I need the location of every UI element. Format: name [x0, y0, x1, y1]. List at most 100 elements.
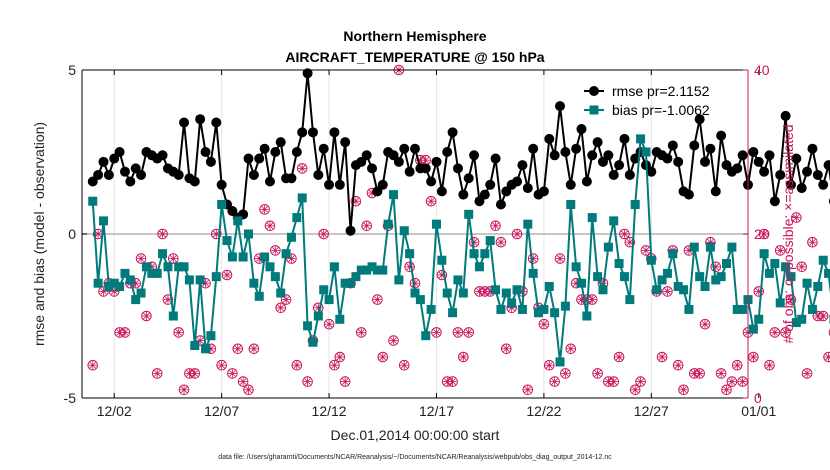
bias-point [152, 268, 162, 278]
obs-possible-marker [452, 327, 464, 338]
obs-assimilated-marker [153, 370, 161, 377]
bias-point [313, 311, 323, 321]
obs-assimilated-marker [540, 320, 548, 328]
bias-point [346, 278, 356, 288]
obs-possible-marker [737, 376, 748, 387]
obs-possible-marker [527, 253, 539, 264]
obs-assimilated-marker [229, 370, 236, 377]
obs-assimilated-marker [363, 222, 370, 230]
obs-assimilated-marker [674, 361, 682, 369]
rmse-point [759, 166, 770, 177]
bias-point [517, 304, 527, 314]
rmse-point [710, 186, 721, 197]
obs-assimilated-marker [637, 378, 644, 385]
bias-point [340, 278, 350, 288]
bias-point [614, 259, 624, 269]
obs-possible-marker [280, 294, 292, 305]
obs-assimilated-marker [443, 378, 451, 385]
obs-possible-marker [543, 359, 555, 371]
obs-point [361, 220, 372, 232]
obs-point [270, 245, 281, 256]
legend-rmse-label: rmse pr=2.1152 [612, 83, 710, 99]
obs-assimilated-marker [460, 353, 467, 361]
obs-point [592, 368, 603, 379]
rmse-point [485, 179, 496, 190]
bias-point [394, 275, 404, 285]
rmse-point [264, 176, 275, 187]
bias-point [179, 262, 189, 272]
obs-possible-marker [87, 359, 99, 371]
rmse-point [361, 150, 372, 161]
obs-possible-marker [554, 253, 566, 264]
obs-point [629, 384, 641, 396]
bias-point [491, 285, 501, 295]
obs-assimilated-marker [621, 230, 628, 238]
bias-point [190, 341, 200, 351]
obs-possible-marker [162, 294, 174, 305]
bias-point [770, 259, 780, 269]
bias-point [571, 262, 581, 272]
rmse-point [98, 156, 109, 167]
obs-point [522, 384, 534, 396]
obs-assimilated-marker [728, 378, 736, 385]
rmse-point [689, 140, 700, 151]
rmse-point [157, 150, 168, 161]
obs-possible-marker [748, 351, 759, 363]
obs-assimilated-marker [422, 156, 429, 164]
obs-assimilated-marker [771, 329, 779, 336]
obs-possible-marker [119, 327, 131, 338]
rmse-point [576, 124, 587, 135]
rmse-point [270, 147, 281, 157]
bias-point [802, 278, 812, 288]
rmse-point [796, 183, 807, 194]
obs-point [796, 261, 808, 273]
obs-point [737, 376, 748, 387]
bias-point [791, 318, 801, 328]
obs-point [227, 368, 238, 379]
obs-assimilated-marker [766, 361, 773, 369]
bias-point [722, 259, 732, 269]
obs-point [672, 359, 684, 371]
obs-assimilated-marker [379, 353, 387, 361]
obs-possible-marker [270, 245, 281, 256]
rmse-point [549, 150, 560, 161]
rmse-point [775, 169, 786, 180]
obs-possible-marker [232, 343, 244, 355]
data-file-footnote: data file: /Users/gharamti/Documents/NCA… [218, 454, 612, 461]
rmse-point [286, 173, 297, 184]
obs-point [710, 261, 722, 273]
bias-point [136, 288, 146, 298]
rmse-point [560, 147, 571, 157]
bias-point [281, 249, 291, 259]
obs-point [549, 376, 560, 387]
obs-point [828, 328, 830, 336]
obs-assimilated-marker [588, 296, 596, 303]
bias-point [641, 147, 651, 157]
bias-point [566, 199, 576, 209]
obs-assimilated-marker [809, 238, 816, 246]
obs-point [560, 368, 571, 379]
bias-point [560, 301, 570, 311]
obs-point [87, 359, 99, 371]
bias-point [818, 255, 828, 265]
rmse-point [297, 127, 308, 138]
bias-point [249, 278, 259, 288]
obs-possible-marker [522, 384, 534, 396]
obs-point [468, 236, 480, 248]
tick-labels: 12/02 12/07 12/12 12/17 12/22 12/27 01/01 -5 0 5 0… [64, 62, 777, 419]
bias-point [125, 275, 135, 285]
obs-possible-marker [334, 351, 346, 363]
bias-point [389, 190, 399, 200]
obs-point [237, 376, 249, 387]
obs-point [280, 294, 292, 305]
rmse-point [200, 147, 211, 157]
obs-assimilated-marker [427, 197, 435, 205]
bias-point [587, 213, 597, 223]
obs-possible-marker [243, 384, 254, 396]
rmse-point [404, 166, 415, 177]
obs-possible-marker [339, 376, 351, 387]
bias-point [335, 314, 345, 324]
obs-possible-marker [672, 359, 684, 371]
obs-assimilated-marker [546, 361, 553, 369]
